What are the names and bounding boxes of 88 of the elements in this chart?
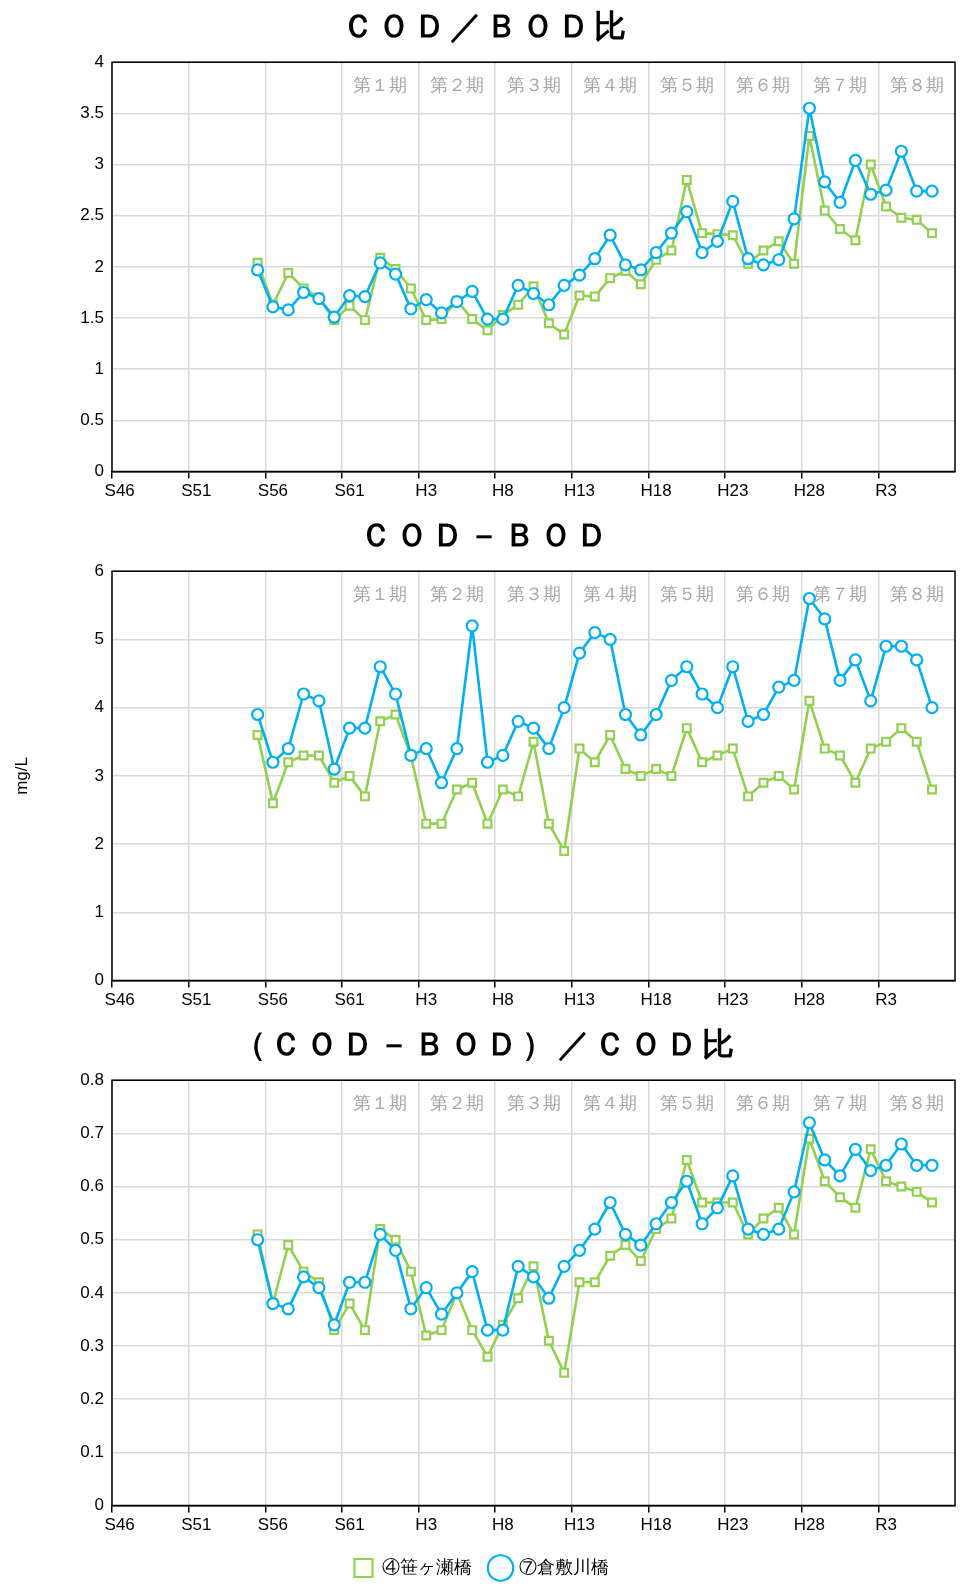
x-tick-label: H13 <box>563 481 596 501</box>
annotation: 第３期 <box>506 73 561 95</box>
y-tick-label: 0.2 <box>80 1388 104 1408</box>
x-tick-label: S46 <box>104 1515 135 1535</box>
x-tick-label: S51 <box>181 1515 212 1535</box>
x-tick-label: R3 <box>875 1515 897 1535</box>
x-tick-label: S61 <box>334 1515 365 1535</box>
y-tick-label: 0.7 <box>80 1123 104 1143</box>
x-tick-label: H3 <box>415 1515 438 1535</box>
y-tick-label: 0 <box>94 970 104 990</box>
y-tick-label: 0 <box>94 1495 104 1515</box>
y-tick-label: 4 <box>94 51 104 71</box>
y-tick-label: 4 <box>94 697 104 717</box>
annotation: 第４期 <box>583 582 638 604</box>
x-tick-label: S56 <box>257 481 289 501</box>
annotation: 第２期 <box>429 73 484 95</box>
y-tick-label: 0.4 <box>80 1282 104 1302</box>
y-axis-title: mg/L <box>11 757 31 795</box>
x-tick-label: R3 <box>875 990 897 1010</box>
annotation: 第４期 <box>583 73 638 95</box>
x-tick-label: S51 <box>181 481 212 501</box>
x-tick-label: S56 <box>257 990 289 1010</box>
x-tick-label: H3 <box>415 481 438 501</box>
chart-title: ＣＯＤ－ＢＯＤ <box>358 515 613 554</box>
annotation: 第６期 <box>736 73 791 95</box>
annotation: 第７期 <box>813 1091 868 1113</box>
x-tick-label: H18 <box>640 481 672 501</box>
annotation: 第１期 <box>353 73 408 95</box>
annotation: 第３期 <box>506 1091 561 1113</box>
annotation: 第５期 <box>659 73 714 95</box>
annotation: 第２期 <box>429 1091 484 1113</box>
x-tick-label: H13 <box>563 990 596 1010</box>
x-tick-label: H3 <box>415 990 438 1010</box>
annotation: 第４期 <box>583 1091 638 1113</box>
y-tick-label: 1 <box>94 358 104 378</box>
y-tick-label: 1 <box>94 902 104 922</box>
x-tick-label: S61 <box>334 481 365 501</box>
annotation: 第８期 <box>889 73 944 95</box>
x-tick-label: H8 <box>491 1515 514 1535</box>
x-tick-label: S46 <box>104 481 135 501</box>
y-tick-label: 3 <box>94 765 104 785</box>
chart-title: （ＣＯＤ－ＢＯＤ）／ＣＯＤ比 <box>232 1024 739 1063</box>
annotation: 第８期 <box>889 1091 944 1113</box>
annotation: 第２期 <box>429 582 484 604</box>
y-tick-label: 0.8 <box>80 1069 104 1089</box>
x-tick-label: H13 <box>563 1515 596 1535</box>
y-tick-label: 0.6 <box>80 1176 104 1196</box>
y-tick-label: 2 <box>94 833 104 853</box>
annotation: 第７期 <box>813 582 868 604</box>
annotation: 第７期 <box>813 73 868 95</box>
y-tick-label: 3.5 <box>80 103 104 123</box>
y-tick-label: 0.5 <box>80 410 104 430</box>
x-tick-label: S56 <box>257 1515 289 1535</box>
x-tick-label: H23 <box>717 1515 749 1535</box>
x-tick-label: S51 <box>181 990 212 1010</box>
annotation: 第５期 <box>659 582 714 604</box>
x-tick-label: S61 <box>334 990 365 1010</box>
x-tick-label: H8 <box>491 481 514 501</box>
x-tick-label: H8 <box>491 990 514 1010</box>
x-tick-label: H23 <box>717 990 749 1010</box>
y-tick-label: 0.3 <box>80 1335 104 1355</box>
x-tick-label: H28 <box>793 1515 825 1535</box>
x-tick-label: H28 <box>793 990 825 1010</box>
legend-label: ④笹ヶ瀬橋 <box>381 1556 472 1577</box>
x-tick-label: H23 <box>717 481 749 501</box>
y-tick-label: 5 <box>94 629 104 649</box>
y-tick-label: 6 <box>94 560 104 580</box>
annotation: 第６期 <box>736 1091 791 1113</box>
x-tick-label: H28 <box>793 481 825 501</box>
annotation: 第１期 <box>353 1091 408 1113</box>
x-tick-label: S46 <box>104 990 135 1010</box>
annotation: 第８期 <box>889 582 944 604</box>
annotation: 第５期 <box>659 1091 714 1113</box>
x-tick-label: H18 <box>640 990 672 1010</box>
y-tick-label: 0 <box>94 461 104 481</box>
annotation: 第６期 <box>736 582 791 604</box>
chart-title: ＣＯＤ／ＢＯＤ比 <box>340 6 631 45</box>
y-tick-label: 2 <box>94 256 104 276</box>
y-tick-label: 0.5 <box>80 1229 104 1249</box>
annotation: 第１期 <box>353 582 408 604</box>
x-tick-label: H18 <box>640 1515 672 1535</box>
legend-label: ⑦倉敷川橋 <box>518 1556 609 1577</box>
x-tick-label: R3 <box>875 481 897 501</box>
y-tick-label: 0.1 <box>80 1442 104 1462</box>
y-tick-label: 3 <box>94 154 104 174</box>
y-tick-label: 1.5 <box>80 307 104 327</box>
y-tick-label: 2.5 <box>80 205 104 225</box>
annotation: 第３期 <box>506 582 561 604</box>
